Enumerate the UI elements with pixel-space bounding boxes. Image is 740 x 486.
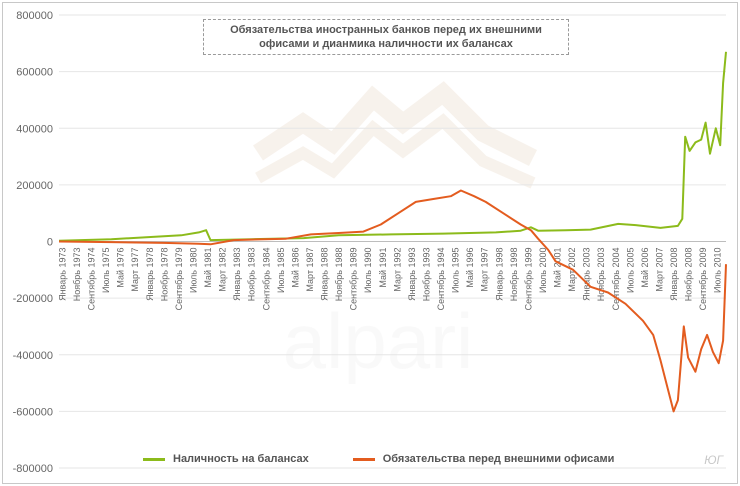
x-tick-label: Июль 1995 bbox=[451, 248, 461, 293]
x-tick-label: Сентябрь 2004 bbox=[611, 248, 621, 311]
series-line-liabilities bbox=[58, 189, 727, 413]
legend-item-liabilities: Обязательства перед внешними офисами bbox=[352, 453, 615, 465]
x-tick-label: Март 2007 bbox=[654, 248, 664, 292]
x-tick-label: Сентябрь 1999 bbox=[523, 248, 533, 311]
x-tick-label: Июль 2000 bbox=[538, 248, 548, 293]
x-tick-label: Март 1982 bbox=[218, 248, 228, 292]
legend: Наличность на балансах Обязательства пер… bbox=[143, 453, 658, 465]
x-tick-label: Ноябрь 1978 bbox=[159, 248, 169, 302]
legend-label-cash: Наличность на балансах bbox=[173, 453, 309, 465]
x-tick-label: Март 1992 bbox=[392, 248, 402, 292]
x-tick-label: Ноябрь 2008 bbox=[684, 248, 694, 302]
x-tick-label: Май 1981 bbox=[203, 248, 213, 288]
watermark-logo: alpari bbox=[253, 81, 538, 385]
x-tick-label: Май 2006 bbox=[640, 248, 650, 288]
x-tick-label: Май 1986 bbox=[290, 248, 300, 288]
x-tick-label: Ноябрь 1988 bbox=[334, 248, 344, 302]
y-tick-label: 0 bbox=[47, 237, 53, 249]
corner-label: ЮГ bbox=[704, 453, 723, 467]
legend-swatch-green bbox=[143, 457, 165, 461]
x-tick-label: Сентябрь 1974 bbox=[87, 248, 97, 311]
x-tick-label: Май 1976 bbox=[116, 248, 126, 288]
x-tick-label: Январь 1988 bbox=[320, 248, 330, 301]
x-tick-label: Сентябрь 1989 bbox=[349, 248, 359, 311]
x-tick-label: Март 1997 bbox=[480, 248, 490, 292]
y-tick-label: 200000 bbox=[16, 180, 53, 192]
line-chart: alpari 800000 600000 400000 200000 0 -200000 -… bbox=[13, 10, 727, 475]
x-tick-label: Май 1991 bbox=[378, 248, 388, 288]
watermark-text: alpari bbox=[283, 297, 474, 385]
x-tick-label: Январь 2003 bbox=[582, 248, 592, 301]
x-tick-label: Май 1996 bbox=[465, 248, 475, 288]
x-axis: Январь 1973 Ноябрь 1973 Сентябрь 1974 Июль … bbox=[57, 247, 722, 310]
x-tick-label: Ноябрь 2003 bbox=[596, 248, 606, 302]
chart-title: Обязательства иностранных банков перед и… bbox=[203, 19, 569, 55]
x-tick-label: Ноябрь 1998 bbox=[509, 248, 519, 302]
y-tick-label: 600000 bbox=[16, 67, 53, 79]
y-tick-label: -600000 bbox=[13, 406, 53, 418]
y-tick-label: -800000 bbox=[13, 463, 53, 475]
x-tick-label: Сентябрь 1979 bbox=[174, 248, 184, 311]
x-tick-label: Июль 2005 bbox=[625, 248, 635, 293]
y-axis: 800000 600000 400000 200000 0 -200000 -400000 -… bbox=[13, 10, 53, 475]
y-tick-label: -200000 bbox=[13, 293, 53, 305]
series-lines bbox=[58, 51, 727, 413]
x-tick-label: Сентябрь 1984 bbox=[261, 248, 271, 311]
y-tick-label: 400000 bbox=[16, 123, 53, 135]
x-tick-label: Ноябрь 1993 bbox=[421, 248, 431, 302]
x-tick-label: Март 1987 bbox=[305, 248, 315, 292]
x-tick-label: Май 2001 bbox=[553, 248, 563, 288]
x-tick-label: Январь 1973 bbox=[57, 248, 67, 301]
x-tick-label: Сентябрь 2009 bbox=[698, 248, 708, 311]
x-tick-label: Январь 1983 bbox=[232, 248, 242, 301]
x-tick-label: Сентябрь 1994 bbox=[436, 248, 446, 311]
x-tick-label: Июль 1985 bbox=[276, 248, 286, 293]
x-tick-label: Ноябрь 1983 bbox=[247, 248, 257, 302]
chart-title-line-1: Обязательства иностранных банков перед и… bbox=[230, 24, 542, 36]
grid-lines bbox=[59, 14, 726, 469]
x-tick-label: Ноябрь 1973 bbox=[72, 248, 82, 302]
x-tick-label: Январь 1978 bbox=[145, 248, 155, 301]
x-tick-label: Июль 1990 bbox=[363, 248, 373, 293]
x-tick-label: Январь 1993 bbox=[407, 248, 417, 301]
legend-item-cash: Наличность на балансах bbox=[143, 453, 309, 465]
legend-label-liabilities: Обязательства перед внешними офисами bbox=[382, 453, 615, 465]
x-tick-label: Январь 1998 bbox=[494, 247, 504, 300]
legend-swatch-orange bbox=[352, 457, 375, 461]
series-line-cash bbox=[58, 51, 727, 242]
y-tick-label: 800000 bbox=[16, 10, 53, 22]
x-tick-label: Январь 2008 bbox=[669, 248, 679, 301]
chart-title-line-2: офисами и дианмика наличности их баланса… bbox=[259, 38, 513, 50]
y-tick-label: -400000 bbox=[13, 350, 53, 362]
x-tick-label: Июль 1980 bbox=[188, 248, 198, 293]
x-tick-label: Март 1977 bbox=[130, 248, 140, 292]
x-tick-label: Июль 2010 bbox=[713, 248, 723, 293]
x-tick-label: Июль 1975 bbox=[101, 248, 111, 293]
